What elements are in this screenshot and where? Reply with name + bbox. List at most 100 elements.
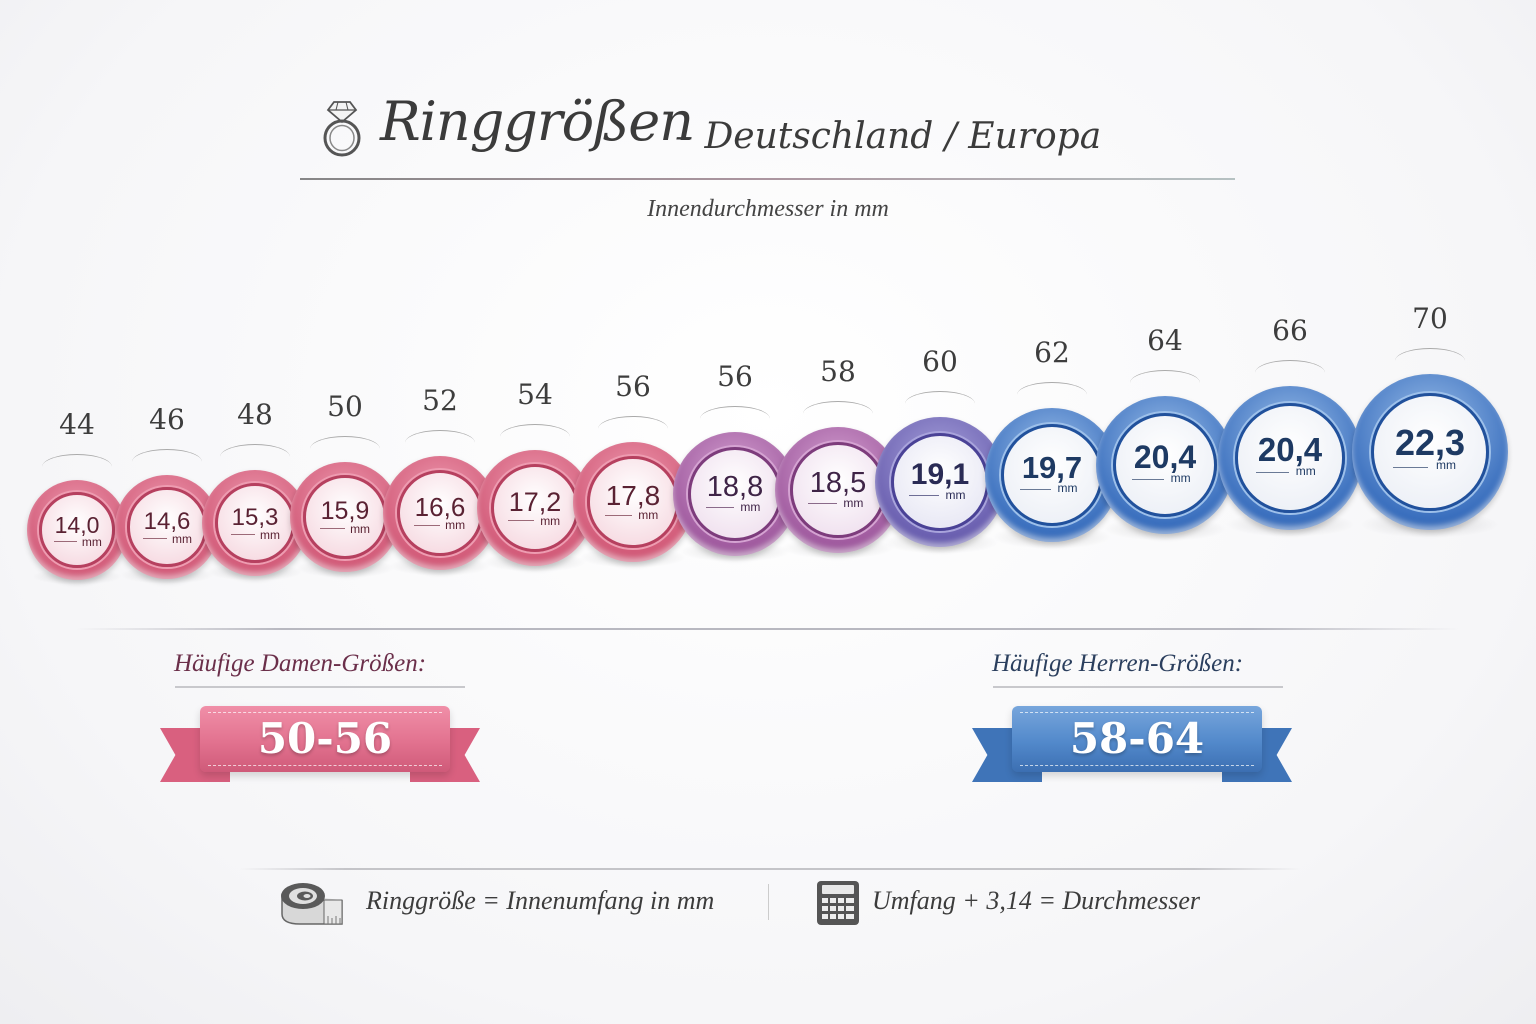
ring-face: 16,6 mm [396,469,484,557]
size-label-arc [220,444,290,457]
ring-value-underline [413,524,440,526]
men-label-underline [993,686,1283,688]
ring-size-number: 48 [237,398,273,431]
ring-face: 15,3 mm [214,482,296,564]
ribbon-stitching [1020,712,1254,766]
ring-size-number: 64 [1147,324,1183,357]
ring-face: 18,8 mm [687,446,783,542]
ring-face: 18,5 mm [790,442,886,538]
ring-size-number: 56 [717,360,753,393]
ring-unit: mm [445,518,466,533]
women-range-value: 50-56 [257,714,393,763]
ring-face: 17,8 mm [587,456,679,548]
women-label-underline [175,686,465,688]
ribbon-body: 50-56 [200,706,450,772]
ring-unit: mm [1295,463,1316,478]
ring-size-number: 62 [1034,336,1070,369]
ring-diameter-value: 15,3 [231,503,279,531]
ring-size-badge: 19,1 mm [875,417,1005,547]
size-label-arc [405,430,475,443]
ring-diameter-value: 14,6 [143,508,191,536]
ring-face: 14,0 mm [39,492,115,568]
men-range-ribbon: 58-64 [972,706,1302,786]
ring-size-number: 52 [422,384,458,417]
women-sizes-label: Häufige Damen-Größen: [174,650,427,677]
ring-size-number: 66 [1272,314,1308,347]
ring-diameter-value: 19,1 [910,457,970,491]
calculator-icon [817,881,859,925]
ring-unit: mm [171,532,192,547]
ring-unit: mm [638,507,659,522]
ring-value-underline [54,540,77,542]
ring-face: 14,6 mm [127,487,207,567]
ring-size-badge: 14,0 mm [27,480,127,580]
ring-diameter-value: 22,3 [1394,422,1466,464]
men-range-value: 58-64 [1069,714,1205,763]
ring-face: 20,4 mm [1112,412,1218,518]
ring-size-number: 60 [922,345,958,378]
page-title: Ringgrößen [380,90,694,153]
ring-size-badge: 15,9 mm [290,462,400,572]
size-label-arc [310,436,380,449]
ring-value-underline [808,502,838,504]
ring-value-underline [1020,488,1051,490]
ribbon-body: 58-64 [1012,706,1262,772]
ring-size-badge: 22,3 mm [1352,374,1508,530]
size-label-arc [700,406,770,419]
ring-size-badge: 17,2 mm [477,450,593,566]
ring-value-underline [319,528,345,530]
page-title-region: – Deutschland / Europa [675,116,1102,157]
size-label-arc [598,416,668,429]
ring-diameter-value: 14,0 [54,512,100,539]
measuring-tape-icon [281,883,343,925]
ring-unit: mm [740,500,761,515]
ring-unit: mm [350,521,371,536]
ring-diameter-value: 18,5 [809,466,867,499]
size-label-arc [905,391,975,404]
size-label-arc [1395,348,1465,361]
ring-value-underline [1255,472,1289,474]
ring-face: 19,7 mm [1001,424,1103,526]
ring-value-underline [705,507,735,509]
ring-unit: mm [1170,471,1191,486]
ring-unit: mm [81,535,102,550]
ring-diameter-value: 16,6 [414,492,466,523]
ring-size-badge: 20,4 mm [1096,396,1234,534]
ring-face: 22,3 mm [1370,392,1490,512]
ring-face: 17,2 mm [490,463,580,553]
ring-size-number: 50 [327,390,363,423]
ring-unit: mm [945,487,966,502]
ring-diamond-icon [323,101,361,157]
size-label-arc [1130,370,1200,383]
ring-diameter-value: 17,8 [605,479,661,511]
size-label-arc [132,449,202,462]
women-range-ribbon: 50-56 [160,706,480,786]
ring-size-number: 46 [149,403,185,436]
section-divider [75,628,1460,630]
footer-formula-ring-size: Ringgröße = Innenumfang in mm [366,886,715,915]
ring-size-number: 54 [517,378,553,411]
title-divider [300,178,1235,180]
ring-value-underline [508,520,535,522]
ring-value-underline [230,533,255,535]
size-label-arc [803,401,873,414]
ring-size-number: 44 [59,408,95,441]
ring-size-badge: 15,3 mm [202,470,308,576]
ring-unit: mm [843,495,864,510]
ring-size-badge: 14,6 mm [115,475,219,579]
ring-size-badge: 20,4 mm [1218,386,1362,530]
ring-unit: mm [1057,480,1078,495]
ring-size-number: 58 [820,355,856,388]
size-label-arc [1017,382,1087,395]
ring-face: 15,9 mm [303,475,387,559]
size-label-arc [42,454,112,467]
header: Ringgrößen – Deutschland / Europa [300,88,1240,188]
ring-value-underline [909,495,940,497]
ring-diameter-value: 20,4 [1133,439,1197,476]
ring-value-underline [1132,479,1164,481]
ring-diameter-value: 19,7 [1021,449,1083,485]
ring-value-underline [143,538,167,540]
men-sizes-label: Häufige Herren-Größen: [992,650,1244,677]
size-label-arc [1255,360,1325,373]
footer-divider [240,868,1300,870]
